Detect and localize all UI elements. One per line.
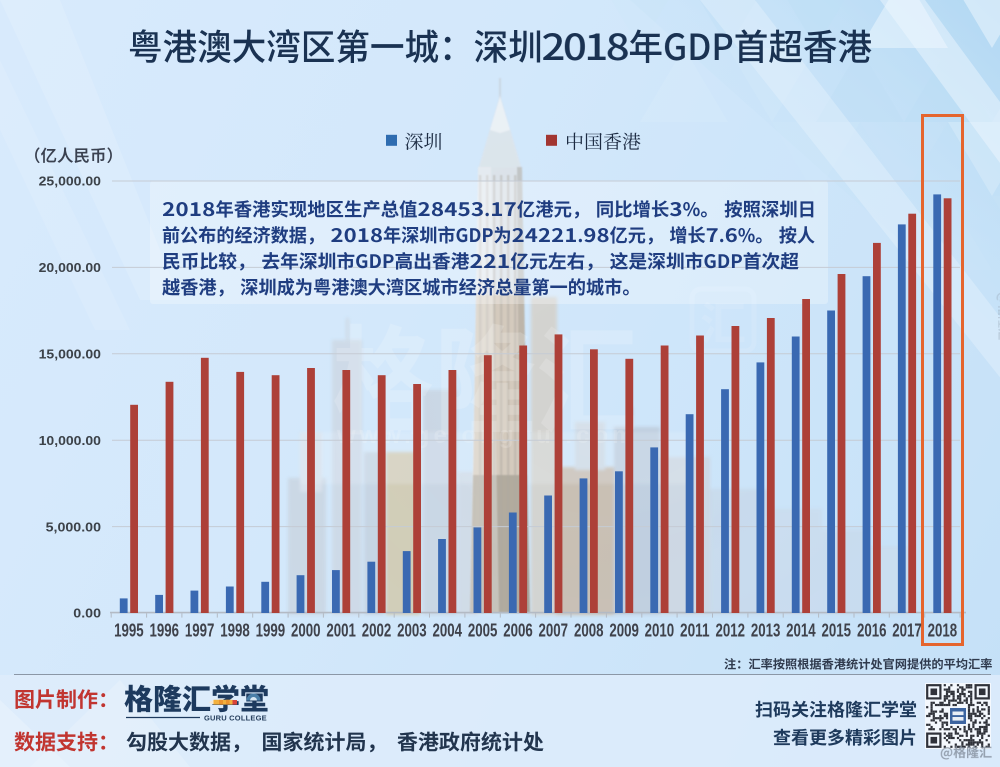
svg-text:2000: 2000: [291, 621, 321, 641]
svg-text:2005: 2005: [468, 621, 498, 641]
svg-text:2011: 2011: [680, 621, 710, 641]
svg-text:2001: 2001: [326, 621, 356, 641]
svg-text:2003: 2003: [397, 621, 427, 641]
svg-text:2012: 2012: [715, 621, 745, 641]
svg-text:2007: 2007: [539, 621, 569, 641]
svg-text:2015: 2015: [822, 621, 852, 641]
svg-text:2009: 2009: [609, 621, 639, 641]
svg-text:1996: 1996: [150, 621, 180, 641]
svg-text:2002: 2002: [362, 621, 392, 641]
svg-text:15,000.00: 15,000.00: [39, 347, 101, 362]
svg-text:5,000.00: 5,000.00: [46, 519, 101, 534]
svg-text:2018: 2018: [928, 621, 958, 641]
svg-text:2004: 2004: [432, 621, 462, 641]
svg-text:1999: 1999: [256, 621, 286, 641]
svg-text:1998: 1998: [220, 621, 250, 641]
svg-text:2013: 2013: [751, 621, 781, 641]
svg-text:2017: 2017: [892, 621, 922, 641]
svg-text:25,000.00: 25,000.00: [39, 174, 101, 189]
svg-text:2010: 2010: [645, 621, 675, 641]
svg-text:2006: 2006: [503, 621, 533, 641]
svg-text:GURU COLLEGE: GURU COLLEGE: [204, 714, 267, 723]
svg-text:1997: 1997: [185, 621, 215, 641]
svg-text:20,000.00: 20,000.00: [39, 260, 101, 275]
svg-text:2014: 2014: [786, 621, 816, 641]
svg-text:10,000.00: 10,000.00: [39, 433, 101, 448]
svg-text:2008: 2008: [574, 621, 604, 641]
svg-text:2016: 2016: [857, 621, 887, 641]
svg-text:0.00: 0.00: [73, 606, 101, 621]
svg-text:1995: 1995: [114, 621, 144, 641]
